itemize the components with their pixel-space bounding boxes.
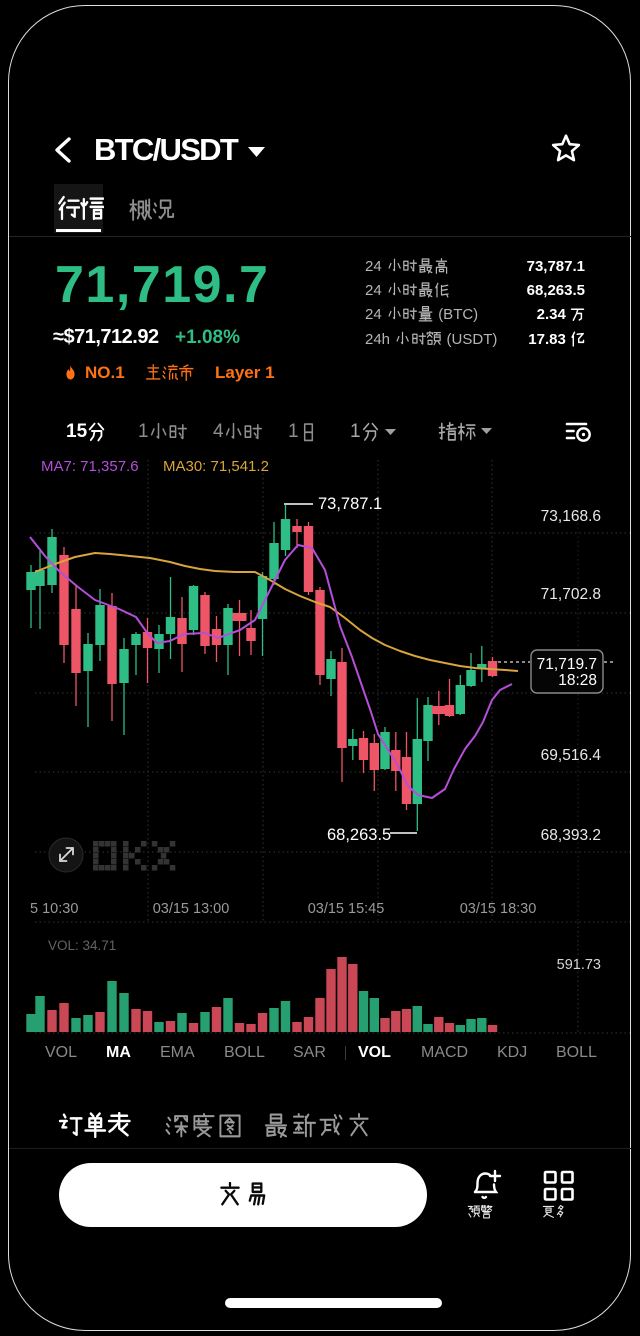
svg-text:68,263.5: 68,263.5	[327, 826, 391, 844]
svg-text:VOL: 34.71: VOL: 34.71	[48, 938, 116, 953]
svg-text:69,516.4: 69,516.4	[541, 747, 602, 764]
svg-text:03/15 15:45: 03/15 15:45	[308, 901, 385, 917]
svg-text:03/15 18:30: 03/15 18:30	[460, 901, 537, 917]
svg-text:03/15 13:00: 03/15 13:00	[153, 901, 230, 917]
svg-text:71,719.7: 71,719.7	[537, 656, 597, 673]
svg-text:68,393.2: 68,393.2	[541, 827, 601, 844]
svg-text:18:28: 18:28	[558, 672, 597, 689]
svg-text:73,787.1: 73,787.1	[318, 495, 382, 513]
svg-text:73,168.6: 73,168.6	[541, 508, 601, 525]
svg-text:5 10:30: 5 10:30	[30, 901, 78, 917]
svg-text:71,702.8: 71,702.8	[541, 586, 601, 603]
svg-text:591.73: 591.73	[557, 957, 601, 973]
